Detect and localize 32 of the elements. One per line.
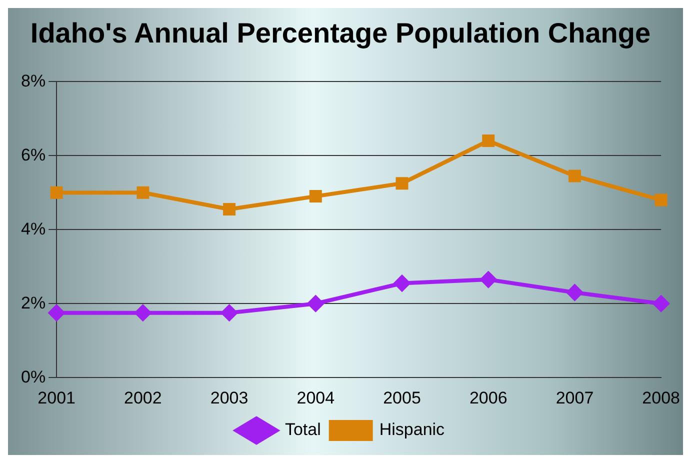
x-tick-label: 2005	[383, 388, 421, 408]
point	[394, 275, 410, 292]
legend-label: Total	[284, 420, 321, 440]
point	[480, 272, 496, 288]
x-tick-label: 2007	[556, 388, 594, 408]
point	[221, 304, 238, 321]
x-tick-label: 2004	[296, 388, 335, 408]
x-tick-label: 2006	[469, 388, 508, 408]
point	[566, 284, 583, 300]
point	[134, 304, 151, 321]
point	[223, 203, 236, 216]
x-tick-label: 2001	[38, 388, 76, 408]
point	[309, 190, 322, 203]
legend-label: Hispanic	[379, 420, 446, 440]
x-tick-label: 2003	[210, 388, 248, 408]
y-tick-label: 8%	[20, 71, 46, 90]
point	[654, 194, 668, 206]
x-tick-label: 2008	[642, 388, 680, 408]
point	[653, 296, 670, 312]
x-tick-label: 2002	[124, 388, 162, 408]
point	[308, 296, 324, 312]
point	[50, 186, 63, 199]
point	[48, 304, 65, 321]
y-tick-label: 4%	[20, 219, 46, 238]
y-tick-label: 6%	[20, 145, 46, 164]
point	[136, 186, 150, 199]
y-tick-label: 0%	[20, 367, 46, 386]
y-tick-label: 2%	[20, 293, 46, 312]
chart-title: Idaho's Annual Percentage Population Change	[30, 18, 651, 49]
point	[482, 134, 495, 148]
point	[568, 170, 581, 182]
point	[396, 177, 408, 190]
